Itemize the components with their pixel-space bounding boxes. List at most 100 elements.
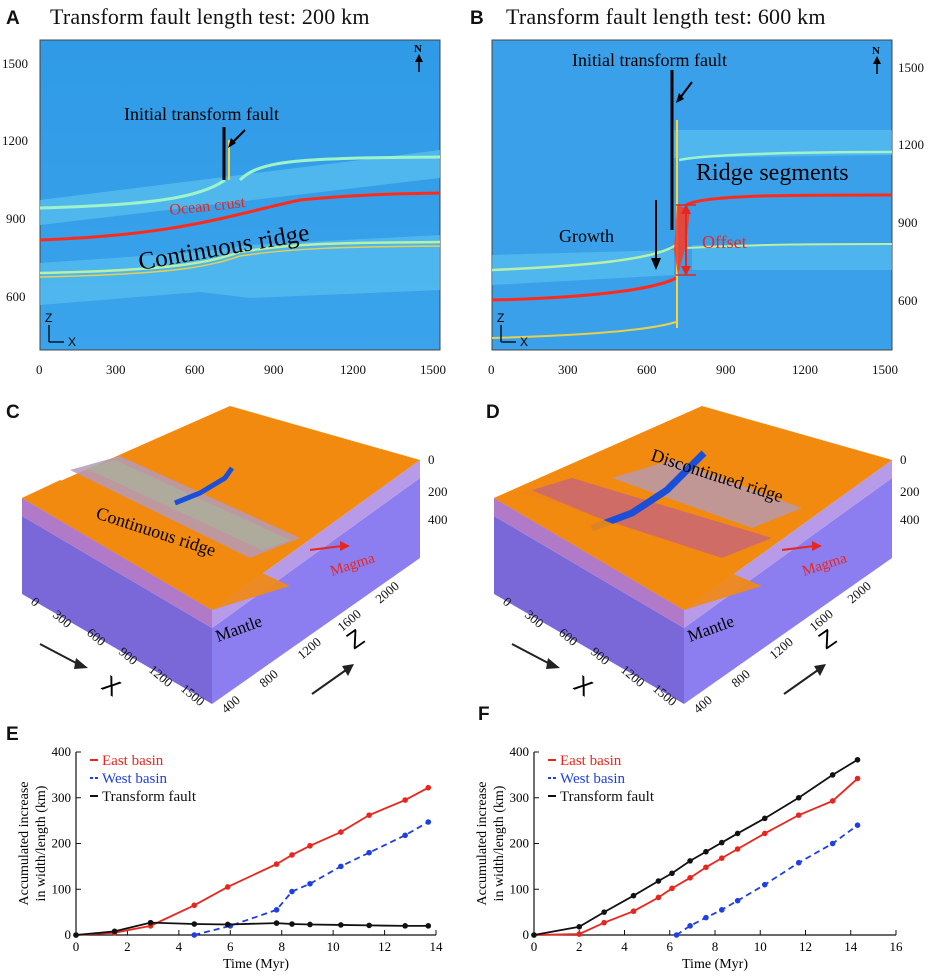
map-b-bottom-ridge — [491, 321, 677, 339]
y-axis-label-line: in width/length (km) — [492, 785, 507, 901]
map-b-left-ridge — [491, 243, 677, 272]
data-point — [703, 914, 709, 921]
x-tick-label: 0 — [73, 939, 80, 954]
xtick-b: 600 — [637, 362, 657, 377]
front-orange-block — [22, 480, 290, 610]
map-b-fault-arrowhead — [676, 93, 684, 103]
data-point — [655, 878, 662, 884]
data-point — [191, 921, 198, 927]
ridge-zone — [70, 456, 300, 558]
label-offset: Offset — [702, 232, 747, 252]
data-point — [829, 772, 836, 778]
xtick-a: 0 — [36, 362, 43, 377]
north-label-b: N — [872, 45, 880, 57]
lithosphere-side-d — [494, 498, 684, 628]
top-surface-d — [494, 406, 892, 610]
data-point — [307, 880, 313, 887]
series-line-east-basin — [75, 786, 429, 936]
series-line-transform-fault — [533, 759, 859, 936]
label-initial-fault-b: Initial transform fault — [572, 50, 727, 70]
axis-x-label-b: X — [520, 335, 528, 349]
panel-letter-d: D — [486, 402, 500, 423]
data-point — [289, 921, 295, 927]
panel-a-title: Transform fault length test: 200 km — [50, 4, 370, 29]
panel-b-title: Transform fault length test: 600 km — [506, 4, 826, 29]
z-axis-label-c: Z — [342, 624, 370, 655]
north-label-a: N — [414, 43, 422, 55]
offset-arrowhead-bottom — [681, 266, 691, 276]
data-point — [795, 794, 802, 801]
z-direction-arrowhead-d — [814, 664, 826, 676]
panel-letter-b: B — [470, 8, 484, 29]
y-axis-label: Accumulated increase in width/length (km) — [475, 782, 507, 906]
data-point — [829, 840, 836, 847]
north-arrowhead-a — [415, 54, 423, 62]
offset-arrowhead-top — [681, 204, 691, 214]
panel-letter-a: A — [6, 8, 20, 29]
legend-label: West basin — [560, 771, 626, 787]
y-tick-label: 400 — [52, 744, 72, 759]
z-direction-arrow-d — [783, 669, 819, 695]
depth-tick-c: 400 — [428, 512, 448, 527]
map-b-right-ridge — [685, 193, 893, 207]
data-point — [601, 919, 607, 926]
data-point — [307, 842, 313, 849]
data-point — [761, 830, 768, 837]
lithosphere-side — [22, 498, 212, 628]
data-point — [338, 922, 344, 928]
legend-label: East basin — [560, 753, 622, 769]
legend-label: East basin — [102, 753, 164, 769]
legend-label: West basin — [102, 771, 168, 787]
ridge-zone-d — [522, 478, 772, 558]
data-point — [718, 839, 725, 846]
y-tick-label: 200 — [52, 836, 72, 851]
data-point — [687, 875, 693, 881]
xtick-b: 900 — [716, 362, 736, 377]
data-point — [425, 784, 432, 791]
y-axis-label: Accumulated increase in width/length (km) — [17, 782, 49, 906]
x-tick-label: 16 — [890, 939, 904, 954]
data-point — [273, 907, 280, 913]
data-point — [425, 819, 432, 825]
data-point — [402, 923, 408, 929]
xtick-b: 300 — [558, 362, 578, 377]
axis-x-label-a: X — [68, 335, 76, 349]
map-b-upper-ridge — [678, 150, 893, 162]
chart-e: 0 2 4 6 8 10 12 14 0 100 200 300 400 Time (Myr) Accumu… — [17, 744, 443, 972]
data-point — [402, 832, 408, 839]
data-point — [718, 907, 725, 913]
x-direction-arrowhead-c — [74, 658, 88, 669]
data-point — [402, 797, 408, 803]
map-a-band — [40, 235, 440, 305]
data-point — [111, 928, 118, 935]
data-point — [761, 881, 768, 888]
x-tick-label: 2 — [124, 939, 131, 954]
xtick-b: 0 — [488, 362, 495, 377]
north-arrowhead-b — [873, 56, 881, 64]
x-tick-label: 8 — [712, 939, 719, 954]
data-point — [366, 849, 372, 856]
x-tick-label: 0 — [531, 939, 538, 954]
data-point — [224, 884, 231, 890]
data-point — [338, 829, 344, 835]
x-axis-label-c: X — [97, 671, 126, 702]
panel-b-map: N Z X Initial transform fault Ridge segm… — [488, 39, 924, 377]
map-a-lower-ridge2 — [39, 245, 441, 278]
xtick-a: 600 — [185, 362, 205, 377]
data-point — [630, 892, 637, 899]
data-point — [73, 932, 79, 938]
map-a-upper-ridge — [39, 155, 441, 210]
data-point — [703, 864, 709, 871]
x-tick-label: 12 — [799, 939, 812, 954]
x-tick-label: 4 — [176, 939, 183, 954]
data-point — [273, 861, 280, 867]
z-axis-label-d: Z — [814, 624, 842, 655]
growth-arrowhead — [651, 258, 661, 270]
data-point — [425, 923, 432, 929]
data-point — [224, 921, 231, 928]
x-direction-arrow-c — [39, 643, 79, 665]
depth-tick-c: 0 — [428, 452, 435, 467]
x-tick-label: 12 — [378, 939, 391, 954]
axis-b-ticks: 0 300 600 900 1200 1500 600 900 1200 150… — [488, 60, 924, 377]
ridge-zone-green — [85, 460, 290, 550]
